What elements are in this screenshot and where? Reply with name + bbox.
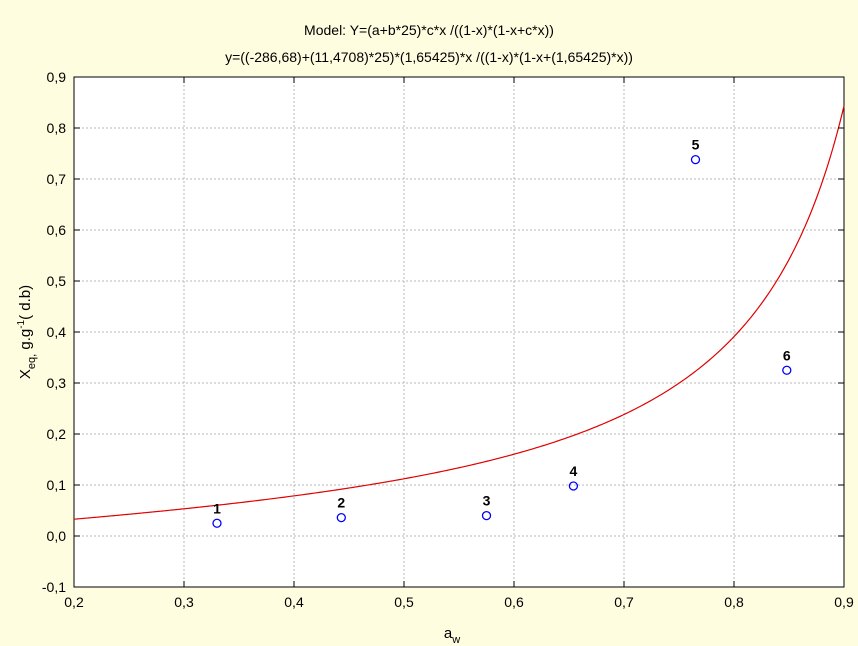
x-axis-title-main: a <box>444 625 453 642</box>
y-axis-title-sub: eq, <box>26 354 38 369</box>
data-point-label: 2 <box>337 495 345 511</box>
y-axis-title-mid: g.g <box>17 329 34 354</box>
x-axis-title-sub: w <box>451 634 460 646</box>
y-tick-label: 0,4 <box>47 324 67 340</box>
x-tick-label: 0,2 <box>64 594 84 610</box>
grid-lines <box>74 77 844 587</box>
chart-title: Model: Y=(a+b*25)*c*x /((1-x)*(1-x+c*x)) <box>304 22 554 38</box>
data-point <box>212 518 222 528</box>
data-point <box>481 510 492 521</box>
model-curve <box>73 105 845 520</box>
data-point <box>690 154 701 165</box>
x-tick-label: 0,7 <box>614 594 634 610</box>
model-curve-layer <box>73 105 845 520</box>
x-tick-label: 0,4 <box>284 594 304 610</box>
y-tick-label: 0,3 <box>47 375 67 391</box>
x-tick-label: 0,8 <box>724 594 744 610</box>
y-axis-title-sup: -1 <box>16 319 27 328</box>
y-axis-title-main: X <box>17 369 34 379</box>
data-point <box>336 512 346 523</box>
y-tick-label: 0,2 <box>47 426 67 442</box>
x-tick-label: 0,3 <box>174 594 194 610</box>
x-axis-title: aw <box>444 625 460 646</box>
y-tick-label: 0,0 <box>47 528 67 544</box>
data-points-layer: 1 2 3 4 5 6 <box>212 137 792 528</box>
data-point-label: 5 <box>692 137 700 153</box>
y-tick-label: 0,8 <box>47 120 67 136</box>
y-tick-label: -0,1 <box>42 579 66 595</box>
y-axis-title: Xeq, g.g-1( d.b) <box>16 285 38 379</box>
chart-subtitle: y=((-286,68)+(11,4708)*25)*(1,65425)*x /… <box>225 49 633 65</box>
x-tick-label: 0,6 <box>504 594 524 610</box>
x-tick-label: 0,9 <box>834 594 854 610</box>
data-point-label: 4 <box>570 463 578 479</box>
y-tick-label: 0,5 <box>47 273 67 289</box>
y-tick-label: 0,9 <box>47 69 67 85</box>
data-point <box>782 365 792 375</box>
x-tick-label: 0,5 <box>394 594 414 610</box>
y-tick-label: 0,6 <box>47 222 67 238</box>
ticks-layer: 0,2 0,3 0,4 0,5 0,6 0,7 0,8 0,9 -0,1 0,0 0,1 0,2 0,3… <box>42 69 854 610</box>
data-point-label: 6 <box>783 347 791 363</box>
data-point-label: 1 <box>213 500 221 516</box>
y-axis-title-tail: ( d.b) <box>17 285 34 320</box>
y-tick-label: 0,1 <box>47 477 67 493</box>
data-point-label: 3 <box>483 493 491 509</box>
data-point <box>568 481 579 491</box>
y-tick-label: 0,7 <box>47 171 67 187</box>
